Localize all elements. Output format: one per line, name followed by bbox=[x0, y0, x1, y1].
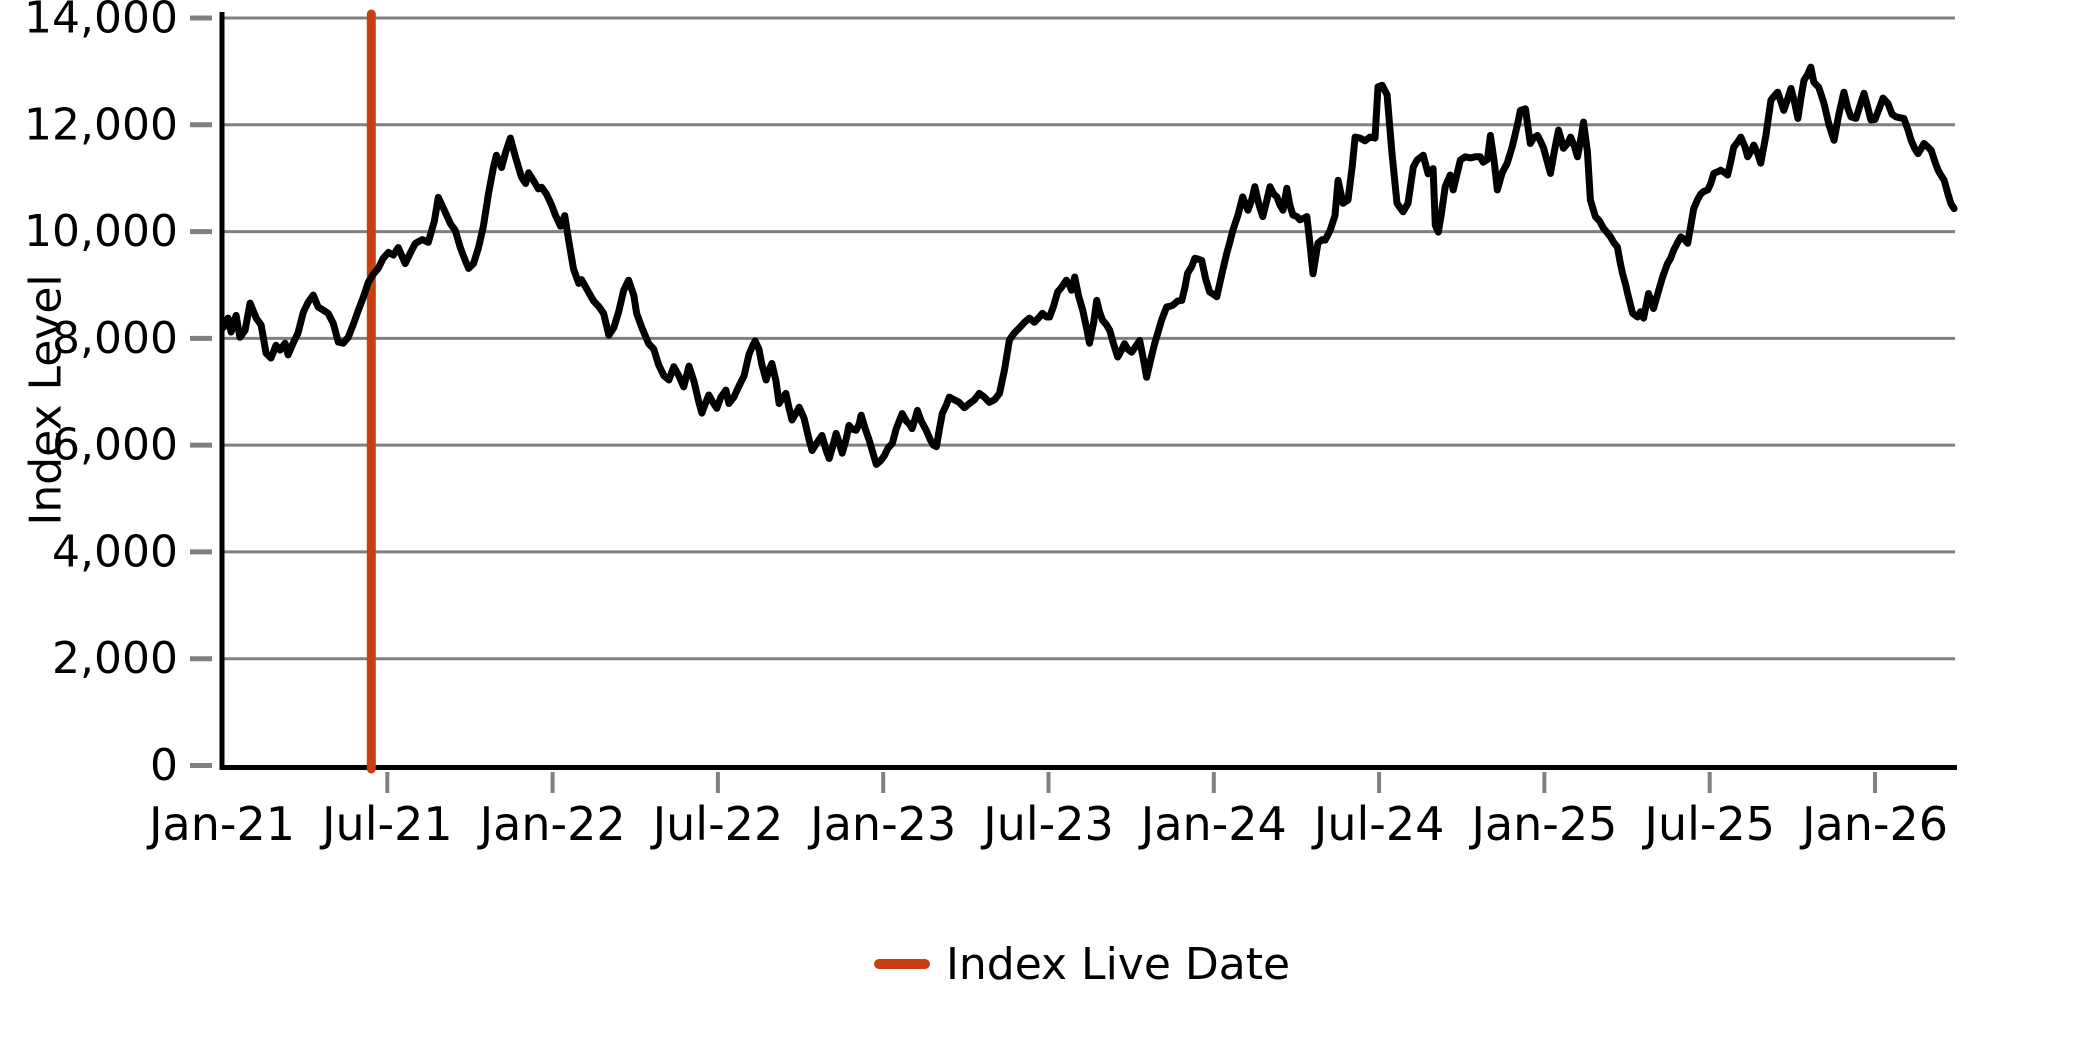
x-tick-label: Jul-25 bbox=[1641, 797, 1775, 851]
x-tick-label: Jan-22 bbox=[477, 797, 626, 851]
index-series-line bbox=[219, 63, 1958, 468]
y-tick-label: 14,000 bbox=[24, 0, 178, 44]
y-tick-label: 4,000 bbox=[52, 526, 178, 577]
legend: Index Live Date bbox=[210, 932, 1954, 996]
x-tick-label: Jan-21 bbox=[146, 797, 295, 851]
y-tick-label: 10,000 bbox=[24, 206, 178, 257]
y-axis-title: Index Level bbox=[20, 274, 72, 526]
x-tick-label: Jul-22 bbox=[650, 797, 784, 851]
x-tick-label: Jan-23 bbox=[807, 797, 956, 851]
legend-line-swatch bbox=[873, 959, 930, 969]
x-tick-label: Jul-21 bbox=[319, 797, 453, 851]
legend-label: Index Live Date bbox=[945, 938, 1291, 990]
x-tick-label: Jul-24 bbox=[1311, 797, 1445, 851]
x-tick-label: Jan-26 bbox=[1799, 797, 1948, 851]
x-tick-label: Jul-23 bbox=[980, 797, 1114, 851]
y-tick-label: 8,000 bbox=[52, 313, 178, 364]
y-tick-label: 2,000 bbox=[52, 633, 178, 684]
y-tick-label: 6,000 bbox=[52, 420, 178, 471]
y-tick-label: 12,000 bbox=[24, 99, 178, 150]
x-tick-label: Jan-25 bbox=[1468, 797, 1617, 851]
x-tick-label: Jan-24 bbox=[1138, 797, 1287, 851]
y-tick-label: 0 bbox=[150, 740, 178, 791]
